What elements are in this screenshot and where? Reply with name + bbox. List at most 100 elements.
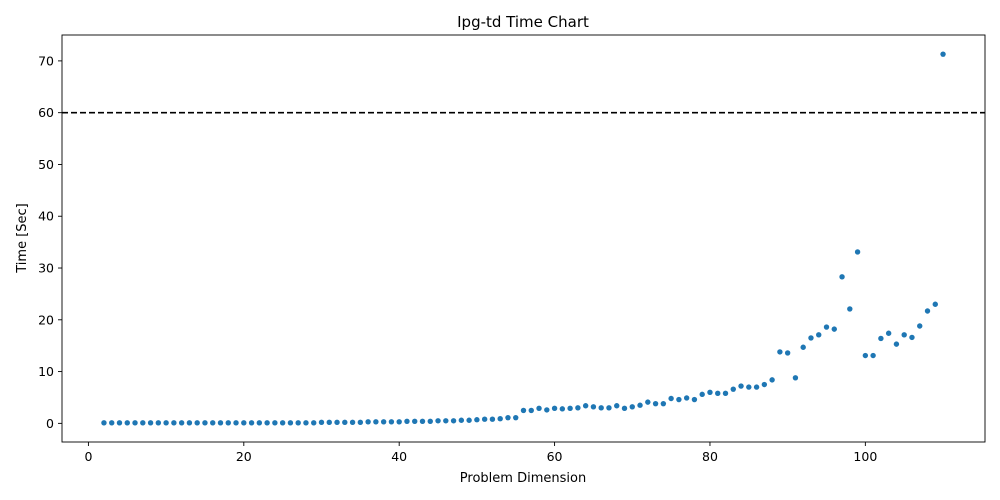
y-tick-label: 10 [38, 364, 54, 379]
x-tick-label: 0 [84, 449, 92, 464]
data-point [474, 417, 480, 423]
data-point [637, 402, 643, 408]
data-point [715, 390, 721, 397]
data-point [870, 352, 876, 359]
data-point [326, 419, 332, 426]
data-point [178, 420, 185, 426]
data-point [575, 405, 581, 411]
data-point [202, 420, 208, 426]
data-point [730, 386, 736, 392]
data-point [885, 330, 892, 336]
y-axis-label: Time [Sec] [15, 203, 30, 274]
data-point [559, 406, 566, 412]
data-point [194, 420, 200, 426]
data-point [163, 420, 169, 426]
data-point [380, 419, 387, 425]
x-tick-label: 100 [853, 449, 877, 464]
data-point [544, 407, 550, 413]
data-point [140, 420, 146, 426]
data-point [707, 389, 713, 395]
y-tick-label: 0 [46, 416, 54, 431]
data-point [528, 407, 534, 414]
data-point [396, 419, 402, 425]
data-point [909, 334, 915, 341]
data-point [505, 414, 511, 421]
x-tick-label: 60 [547, 449, 563, 464]
data-point [171, 420, 177, 426]
data-point [427, 418, 433, 424]
data-point [210, 420, 216, 426]
data-point [264, 420, 270, 426]
data-point [940, 51, 946, 57]
data-point [924, 308, 931, 314]
data-point [738, 383, 744, 389]
data-point [582, 403, 589, 409]
data-point [357, 419, 364, 426]
data-point [816, 332, 822, 338]
chart-title: Ipg-td Time Chart [457, 13, 589, 31]
y-tick-label: 70 [38, 53, 54, 68]
data-point [932, 301, 938, 307]
data-point [466, 417, 472, 423]
data-point [769, 377, 775, 383]
data-point [823, 324, 830, 330]
data-point [311, 420, 317, 426]
data-point [784, 350, 791, 356]
data-point [450, 418, 457, 424]
data-point [334, 419, 340, 426]
data-point [248, 420, 255, 426]
data-point [722, 390, 729, 397]
data-point [373, 419, 379, 425]
y-tick-label: 50 [38, 157, 54, 172]
data-point [101, 420, 107, 426]
data-point [241, 420, 247, 426]
data-point [839, 274, 845, 280]
data-point [567, 405, 573, 412]
data-point [590, 404, 597, 410]
y-tick-label: 30 [38, 261, 54, 276]
data-point [303, 420, 309, 426]
data-point [489, 416, 496, 422]
data-point [225, 420, 231, 426]
data-point [536, 405, 542, 412]
data-point [365, 419, 371, 425]
data-point [792, 375, 799, 381]
data-point [217, 420, 224, 426]
data-point [116, 420, 123, 426]
data-point [621, 405, 628, 412]
data-point [878, 335, 884, 342]
data-point [683, 395, 690, 401]
data-point [279, 420, 286, 426]
data-point [124, 420, 130, 426]
data-point [917, 323, 923, 329]
data-point [349, 419, 356, 426]
x-axis-label: Problem Dimension [460, 471, 586, 486]
data-point [458, 417, 465, 423]
data-point [481, 416, 488, 422]
x-tick-label: 80 [702, 449, 718, 464]
data-point [761, 381, 768, 388]
data-point [645, 399, 651, 405]
data-point [155, 420, 162, 426]
data-point [753, 384, 760, 390]
data-point [777, 349, 783, 355]
data-point [668, 395, 674, 402]
x-tick-label: 40 [391, 449, 407, 464]
data-point [520, 407, 527, 414]
y-tick-label: 40 [38, 209, 54, 224]
data-point [847, 306, 853, 312]
data-point [443, 418, 449, 424]
data-point [132, 420, 138, 426]
data-point [272, 420, 278, 426]
y-tick-label: 60 [38, 105, 54, 120]
data-point [808, 335, 814, 341]
data-point [497, 415, 503, 422]
data-point [412, 418, 418, 424]
data-point [691, 396, 698, 403]
data-point [652, 400, 659, 407]
data-point [606, 405, 612, 411]
data-point [233, 420, 239, 426]
data-point [598, 405, 604, 411]
